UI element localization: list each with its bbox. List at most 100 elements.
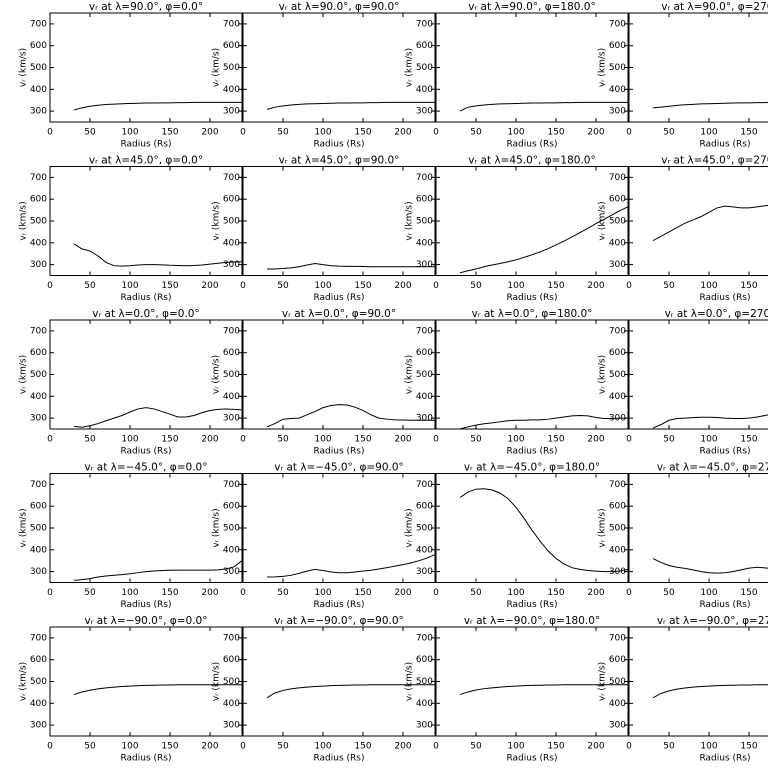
x-tick-label: 100 [121,588,138,598]
y-tick-label: 500 [30,524,47,534]
y-tick-label: 400 [416,545,433,555]
y-axis-label: vᵣ (km/s) [405,355,415,394]
x-tick-label: 150 [161,128,178,138]
panel: vᵣ at λ=0.0°, φ=90.0° Radius (Rs) vᵣ (km/s… [212,308,436,457]
data-line [267,263,435,270]
y-tick-label: 600 [223,195,240,205]
x-tick-label: 200 [201,281,218,291]
y-tick-label: 500 [609,524,626,534]
x-tick-label: 150 [547,435,564,445]
x-tick-label: 100 [700,435,717,445]
x-tick-label: 50 [470,128,482,138]
x-tick-label: 100 [507,435,524,445]
y-tick-label: 400 [609,545,626,555]
panel-title: vᵣ at λ=45.0°, φ=270.0° [661,155,768,167]
y-tick-label: 400 [416,85,433,95]
panel: vᵣ at λ=90.0°, φ=270.0° Radius (Rs) vᵣ (km… [598,1,768,150]
x-tick-label: 0 [433,588,439,598]
x-tick-label: 150 [740,742,757,752]
x-tick-label: 100 [507,128,524,138]
y-tick-label: 600 [223,502,240,512]
y-axis-label: vᵣ (km/s) [405,201,415,240]
x-axis-label: Radius (Rs) [313,140,364,150]
x-tick-label: 0 [240,435,246,445]
panel: vᵣ at λ=45.0°, φ=0.0° Radius (Rs) vᵣ (km/s… [19,155,243,303]
plot-frame [628,319,768,430]
y-tick-label: 300 [223,260,240,270]
panel-title: vᵣ at λ=0.0°, φ=270.0° [665,308,768,320]
x-tick-label: 0 [240,742,246,752]
x-axis-label: Radius (Rs) [699,293,750,303]
x-tick-label: 0 [47,742,53,752]
y-tick-label: 500 [416,677,433,687]
x-tick-label: 150 [547,588,564,598]
x-axis-label: Radius (Rs) [506,293,557,303]
y-tick-label: 600 [416,41,433,51]
y-tick-label: 300 [416,260,433,270]
x-tick-label: 50 [663,128,675,138]
plot-frame [628,12,768,123]
y-tick-label: 400 [609,85,626,95]
x-tick-label: 100 [314,128,331,138]
y-tick-label: 600 [30,41,47,51]
y-tick-label: 500 [609,370,626,380]
data-line [459,101,628,112]
x-tick-label: 200 [201,588,218,598]
x-tick-label: 100 [121,742,138,752]
panel: vᵣ at λ=0.0°, φ=0.0° Radius (Rs) vᵣ (km/s)… [19,308,243,457]
y-tick-label: 600 [609,655,626,665]
y-tick-label: 700 [416,480,433,490]
x-tick-label: 50 [277,281,289,291]
y-tick-label: 500 [609,63,626,73]
y-tick-label: 400 [223,238,240,248]
x-tick-label: 150 [740,128,757,138]
x-tick-label: 100 [507,281,524,291]
x-tick-label: 150 [740,588,757,598]
y-tick-label: 300 [30,260,47,270]
panel-title: vᵣ at λ=90.0°, φ=90.0° [279,1,400,13]
data-line [266,554,436,578]
plot-frame [628,166,768,276]
y-tick-label: 500 [416,370,433,380]
y-tick-label: 400 [223,392,240,402]
y-tick-label: 700 [223,326,240,336]
y-axis-label: vᵣ (km/s) [19,201,29,240]
x-tick-label: 50 [84,281,96,291]
x-tick-label: 50 [84,435,96,445]
x-tick-label: 50 [470,588,482,598]
y-tick-label: 600 [609,348,626,358]
x-tick-label: 0 [433,281,439,291]
x-tick-label: 150 [740,281,757,291]
panel-title: vᵣ at λ=45.0°, φ=0.0° [89,155,203,167]
x-axis-label: Radius (Rs) [120,600,171,610]
y-tick-label: 400 [416,699,433,709]
x-tick-label: 100 [700,128,717,138]
panel-title: vᵣ at λ=−45.0°, φ=90.0° [274,462,404,474]
x-tick-label: 100 [700,742,717,752]
data-line [459,206,629,274]
x-tick-label: 0 [626,588,632,598]
panel-title: vᵣ at λ=0.0°, φ=90.0° [282,308,396,320]
plot-frame [628,626,768,737]
y-tick-label: 700 [609,480,626,490]
y-tick-label: 300 [223,107,240,117]
x-tick-label: 0 [240,281,246,291]
panel: vᵣ at λ=−90.0°, φ=90.0° Radius (Rs) vᵣ (km… [212,615,436,764]
y-tick-label: 500 [30,63,47,73]
panel: vᵣ at λ=−45.0°, φ=180.0° Radius (Rs) vᵣ (k… [405,462,629,610]
y-tick-label: 400 [223,545,240,555]
x-tick-label: 200 [394,128,411,138]
data-line [652,684,768,699]
panel-title: vᵣ at λ=−90.0°, φ=0.0° [85,615,208,627]
data-line [459,684,628,696]
data-line [73,243,243,267]
y-tick-label: 300 [416,414,433,424]
y-tick-label: 700 [30,633,47,643]
panel-title: vᵣ at λ=0.0°, φ=0.0° [92,308,199,320]
data-line [459,414,628,430]
x-tick-label: 50 [663,281,675,291]
x-tick-label: 50 [663,435,675,445]
y-tick-label: 600 [223,348,240,358]
x-axis-label: Radius (Rs) [506,754,557,764]
